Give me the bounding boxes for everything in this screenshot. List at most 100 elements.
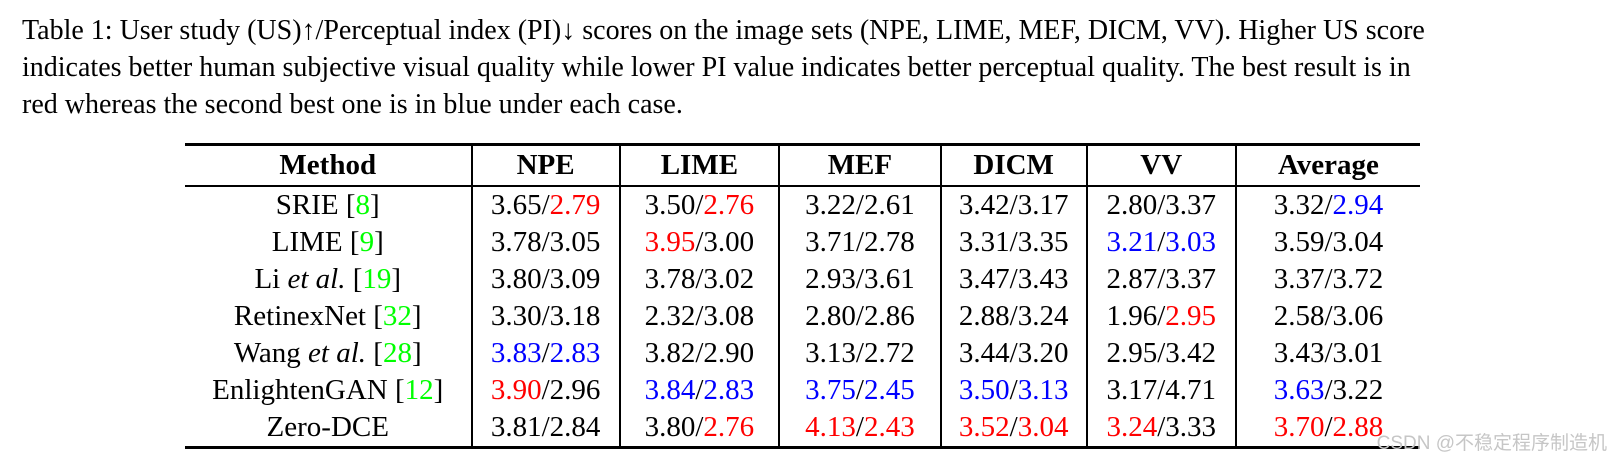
score-cell: 3.30/3.18 <box>471 298 621 335</box>
column-header-method: Method <box>185 143 473 187</box>
us-score: 3.83 <box>490 337 542 369</box>
us-score: 3.90 <box>490 374 542 406</box>
score-slash: / <box>855 263 864 295</box>
score-slash: / <box>1324 189 1333 221</box>
score-slash: / <box>1157 263 1166 295</box>
us-score: 3.80 <box>644 411 696 443</box>
score-cell: 2.87/3.37 <box>1086 261 1237 298</box>
score-slash: / <box>1157 189 1166 221</box>
us-score: 3.78 <box>644 263 696 295</box>
score-slash: / <box>855 411 864 443</box>
pi-score: 3.35 <box>1017 226 1069 258</box>
score-cell: 2.93/3.61 <box>779 261 942 298</box>
citation-number: 9 <box>359 226 375 258</box>
score-slash: / <box>1009 411 1018 443</box>
score-cell: 3.95/3.00 <box>619 224 781 261</box>
pi-score: 3.24 <box>1017 300 1069 332</box>
score-cell: 3.90/2.96 <box>471 372 621 409</box>
pi-score: 3.09 <box>549 263 601 295</box>
us-score: 3.59 <box>1273 226 1325 258</box>
score-cell: 2.88/3.24 <box>940 298 1088 335</box>
score-slash: / <box>1009 337 1018 369</box>
score-cell: 3.70/2.88 <box>1235 409 1420 449</box>
us-score: 3.37 <box>1273 263 1325 295</box>
score-slash: / <box>695 300 704 332</box>
pi-score: 3.37 <box>1165 189 1216 221</box>
us-score: 2.58 <box>1273 300 1325 332</box>
score-cell: 3.80/3.09 <box>471 261 621 298</box>
pi-score: 2.61 <box>863 189 915 221</box>
score-cell: 4.13/2.43 <box>779 409 942 449</box>
score-slash: / <box>855 226 864 258</box>
pi-score: 3.03 <box>1165 226 1216 258</box>
us-score: 3.13 <box>805 337 856 369</box>
table-row: LIME [9] 3.78/3.05 3.95/3.00 3.71/2.78 3.31/… <box>185 224 1420 261</box>
table-caption: Table 1: User study (US)↑/Perceptual ind… <box>22 12 1602 123</box>
score-slash: / <box>1009 226 1018 258</box>
pi-score: 2.88 <box>1332 411 1384 443</box>
score-slash: / <box>541 300 550 332</box>
caption-line-2: indicates better human subjective visual… <box>22 52 1411 83</box>
pi-score: 2.83 <box>549 337 601 369</box>
us-score: 3.44 <box>958 337 1010 369</box>
table-row: SRIE [8] 3.65/2.79 3.50/2.76 3.22/2.61 3.42/… <box>185 186 1420 224</box>
table-row: RetinexNet [32] 3.30/3.18 2.32/3.08 2.80/2.… <box>185 298 1420 335</box>
score-slash: / <box>541 337 550 369</box>
method-cell: Zero-DCE <box>185 409 473 449</box>
pi-score: 2.76 <box>703 411 755 443</box>
score-slash: / <box>1324 337 1333 369</box>
score-cell: 1.96/2.95 <box>1086 298 1237 335</box>
score-slash: / <box>1324 226 1333 258</box>
method-cell: Wang et al. [28] <box>185 335 473 372</box>
pi-score: 3.05 <box>549 226 601 258</box>
pi-score: 2.78 <box>863 226 915 258</box>
score-slash: / <box>541 374 550 406</box>
score-cell: 3.21/3.03 <box>1086 224 1237 261</box>
score-cell: 3.42/3.17 <box>940 186 1088 224</box>
us-score: 3.21 <box>1106 226 1158 258</box>
pi-score: 3.22 <box>1332 374 1384 406</box>
table-body: SRIE [8] 3.65/2.79 3.50/2.76 3.22/2.61 3.42/… <box>185 186 1420 449</box>
score-slash: / <box>855 300 864 332</box>
us-score: 4.13 <box>805 411 856 443</box>
score-cell: 3.65/2.79 <box>471 186 621 224</box>
pi-score: 3.08 <box>703 300 755 332</box>
us-score: 3.52 <box>958 411 1010 443</box>
us-score: 3.32 <box>1273 189 1325 221</box>
score-cell: 3.43/3.01 <box>1236 335 1420 372</box>
us-score: 2.93 <box>805 263 856 295</box>
pi-score: 2.84 <box>549 411 601 443</box>
pi-score: 2.76 <box>703 189 755 221</box>
us-score: 3.84 <box>644 374 696 406</box>
pi-score: 3.04 <box>1332 226 1384 258</box>
score-slash: / <box>1324 263 1333 295</box>
score-slash: / <box>541 263 550 295</box>
pi-score: 2.94 <box>1332 189 1384 221</box>
score-slash: / <box>1009 263 1018 295</box>
score-slash: / <box>541 226 550 258</box>
score-cell: 3.78/3.02 <box>619 261 781 298</box>
score-slash: / <box>1157 226 1166 258</box>
table-row: Li et al. [19] 3.80/3.09 3.78/3.02 2.93/3.6… <box>185 261 1420 298</box>
us-score: 3.75 <box>805 374 856 406</box>
method-cell: Li et al. [19] <box>185 261 473 298</box>
us-score: 3.30 <box>490 300 542 332</box>
pi-score: 2.79 <box>549 189 601 221</box>
pi-score: 3.02 <box>703 263 755 295</box>
us-score: 3.22 <box>805 189 856 221</box>
score-cell: 3.50/3.13 <box>940 372 1088 409</box>
column-header-dicm: DICM <box>940 143 1088 187</box>
column-header-vv: VV <box>1086 143 1237 187</box>
table-row: Wang et al. [28] 3.83/2.83 3.82/2.90 3.13/2… <box>185 335 1420 372</box>
score-cell: 3.63/3.22 <box>1236 372 1420 409</box>
score-cell: 3.17/4.71 <box>1086 372 1237 409</box>
score-cell: 2.58/3.06 <box>1236 298 1420 335</box>
method-etal: et al. <box>287 263 346 295</box>
score-slash: / <box>1324 300 1333 332</box>
score-cell: 3.78/3.05 <box>471 224 621 261</box>
score-cell: 3.80/2.76 <box>619 409 781 449</box>
score-slash: / <box>1009 300 1018 332</box>
us-score: 3.63 <box>1273 374 1325 406</box>
us-score: 3.81 <box>490 411 542 443</box>
score-slash: / <box>695 411 704 443</box>
